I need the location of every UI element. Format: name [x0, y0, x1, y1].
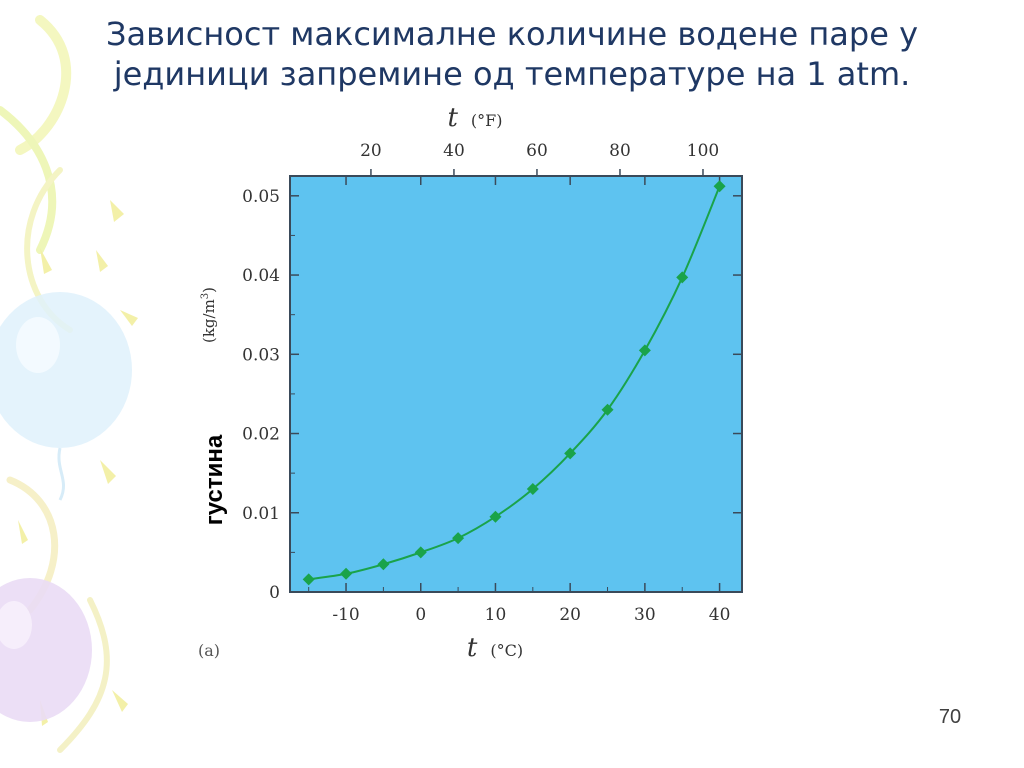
top-axis-ticks: 20 40 60 80 100 — [360, 141, 719, 176]
y-tick-label: 0 — [269, 583, 280, 603]
top-axis-label: t (°F) — [447, 103, 502, 133]
y-axis-unit: (kg/m3) — [200, 287, 218, 343]
y-tick-label: 0.04 — [242, 266, 280, 286]
x-tick-label: 10 — [485, 605, 507, 625]
data-point — [452, 532, 465, 545]
y-axis-unit-exponent: 3 — [200, 293, 211, 299]
y-axis-ticks: 0 0.01 0.02 0.03 0.04 0.05 — [242, 187, 742, 603]
data-point — [302, 573, 315, 586]
swirl-decoration — [0, 15, 110, 753]
slide-title-line-2: јединици запремине од температуре на 1 a… — [113, 55, 911, 93]
x-tick-label: 30 — [634, 605, 656, 625]
y-tick-label: 0.02 — [242, 425, 280, 445]
top-axis-unit: (°F) — [471, 111, 503, 130]
series-markers — [302, 180, 726, 586]
data-point — [713, 180, 726, 193]
top-tick-label: 60 — [526, 141, 548, 161]
data-point — [601, 403, 614, 416]
y-axis-unit-base: (kg/m — [200, 299, 218, 343]
panel-label: (a) — [198, 641, 220, 660]
x-tick-label: 20 — [559, 605, 581, 625]
x-tick-label: 0 — [415, 605, 426, 625]
slide-number: 70 — [938, 706, 962, 728]
y-axis-label: густина — [201, 434, 228, 525]
y-tick-label: 0.03 — [242, 345, 280, 365]
data-point — [638, 344, 651, 357]
data-point — [414, 546, 427, 559]
x-axis-unit: (°C) — [490, 641, 523, 660]
data-point — [340, 567, 353, 580]
x-axis-label: t (°C) — [467, 633, 523, 663]
x-tick-label: -10 — [332, 605, 359, 625]
density-chart: -10 0 10 20 30 40 0 0.01 0.02 0.03 0.04 0.05 20 40 6… — [168, 100, 748, 672]
x-tick-label: 40 — [709, 605, 731, 625]
top-tick-label: 40 — [443, 141, 465, 161]
balloon-blue-decoration — [0, 292, 132, 501]
top-axis-symbol: t — [447, 103, 458, 133]
data-point — [526, 482, 539, 495]
slide-title-line-1: Зависност максималне количине водене пар… — [105, 15, 919, 53]
y-axis-unit-close: ) — [200, 287, 218, 293]
top-tick-label: 100 — [687, 141, 719, 161]
balloon-purple-decoration — [0, 578, 92, 722]
data-point — [676, 271, 689, 284]
slide-title: Зависност максималне количине водене пар… — [20, 14, 1004, 94]
data-point — [489, 510, 502, 523]
x-axis-symbol: t — [467, 633, 478, 663]
y-tick-label: 0.05 — [242, 187, 280, 207]
data-point — [377, 558, 390, 571]
data-point — [564, 447, 577, 460]
plot-area — [289, 175, 743, 593]
y-tick-label: 0.01 — [242, 504, 280, 524]
top-tick-label: 20 — [360, 141, 382, 161]
x-axis-ticks: -10 0 10 20 30 40 — [308, 176, 731, 625]
top-tick-label: 80 — [609, 141, 631, 161]
